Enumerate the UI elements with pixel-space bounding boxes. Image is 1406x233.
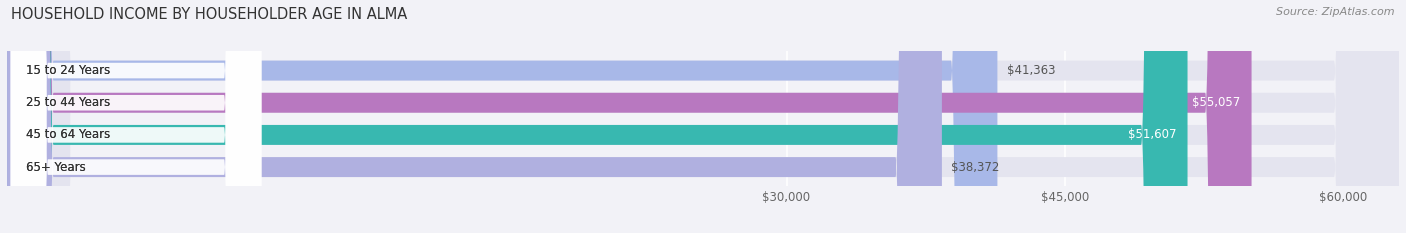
FancyBboxPatch shape xyxy=(7,0,1251,233)
FancyBboxPatch shape xyxy=(7,0,997,233)
Text: 45 to 64 Years: 45 to 64 Years xyxy=(25,128,110,141)
Text: 25 to 44 Years: 25 to 44 Years xyxy=(25,96,110,109)
Text: $51,607: $51,607 xyxy=(1128,128,1177,141)
Text: 65+ Years: 65+ Years xyxy=(25,161,86,174)
FancyBboxPatch shape xyxy=(7,0,1188,233)
Text: 15 to 24 Years: 15 to 24 Years xyxy=(25,64,110,77)
FancyBboxPatch shape xyxy=(11,0,262,233)
FancyBboxPatch shape xyxy=(11,0,262,233)
Text: $41,363: $41,363 xyxy=(1007,64,1054,77)
FancyBboxPatch shape xyxy=(7,0,1399,233)
FancyBboxPatch shape xyxy=(7,0,942,233)
Text: 65+ Years: 65+ Years xyxy=(25,161,86,174)
Text: $55,057: $55,057 xyxy=(1192,96,1240,109)
Text: HOUSEHOLD INCOME BY HOUSEHOLDER AGE IN ALMA: HOUSEHOLD INCOME BY HOUSEHOLDER AGE IN A… xyxy=(11,7,408,22)
FancyBboxPatch shape xyxy=(11,0,262,233)
Text: Source: ZipAtlas.com: Source: ZipAtlas.com xyxy=(1277,7,1395,17)
FancyBboxPatch shape xyxy=(7,0,1399,233)
Text: $38,372: $38,372 xyxy=(952,161,1000,174)
FancyBboxPatch shape xyxy=(7,0,1399,233)
Text: 15 to 24 Years: 15 to 24 Years xyxy=(25,64,110,77)
FancyBboxPatch shape xyxy=(11,0,262,233)
Text: 45 to 64 Years: 45 to 64 Years xyxy=(25,128,110,141)
FancyBboxPatch shape xyxy=(7,0,1399,233)
Text: 25 to 44 Years: 25 to 44 Years xyxy=(25,96,110,109)
